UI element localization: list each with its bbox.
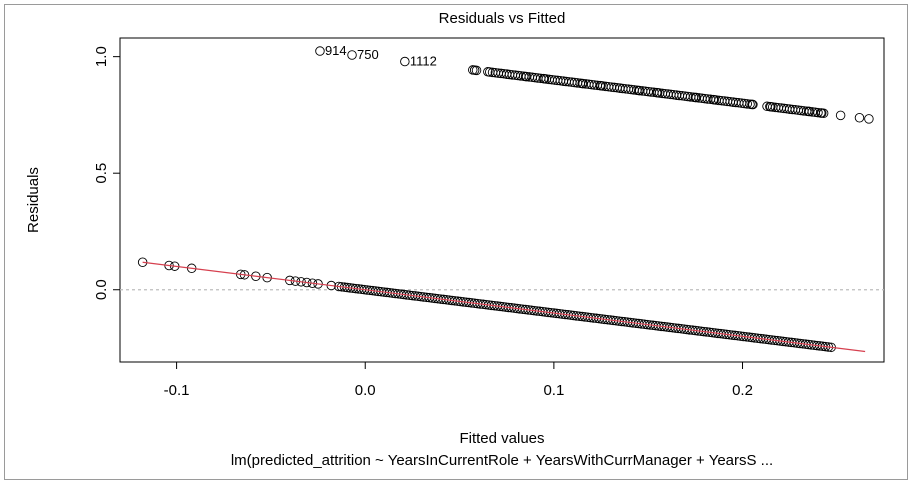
y-tick-label: 0.5 [93, 163, 110, 184]
residual-point [835, 110, 846, 121]
residual-point [813, 107, 823, 118]
y-tick-label: 1.0 [93, 46, 110, 67]
point-id-label: 1112 [410, 54, 437, 69]
x-tick-label: 0.1 [543, 382, 564, 399]
y-axis-label: Residuals [25, 167, 42, 233]
residual-point [471, 65, 482, 76]
residual-point [816, 108, 826, 118]
chart-title: Residuals vs Fitted [439, 10, 566, 27]
residual-point [748, 99, 758, 110]
residual-point [745, 99, 755, 109]
labeled-point [400, 56, 410, 67]
x-tick-label: -0.1 [164, 382, 190, 399]
smooth-fit-line [142, 261, 866, 353]
residual-point [854, 112, 865, 123]
residual-point [818, 108, 829, 119]
point-id-label: 914 [325, 43, 347, 58]
residual-point [864, 114, 874, 124]
x-tick-label: 0.2 [732, 382, 753, 399]
y-tick-label: 0.0 [93, 279, 110, 300]
labeled-point [315, 46, 325, 56]
residual-point [469, 65, 480, 75]
x-tick-label: 0.0 [355, 382, 376, 399]
labeled-point [347, 50, 357, 60]
plot-area-box [119, 37, 885, 363]
point-id-label: 750 [357, 47, 379, 62]
model-formula-subtitle: lm(predicted_attrition ~ YearsInCurrentR… [231, 452, 773, 469]
x-axis-label: Fitted values [459, 430, 544, 447]
figure-frame [4, 4, 908, 480]
residual-point [742, 99, 752, 109]
